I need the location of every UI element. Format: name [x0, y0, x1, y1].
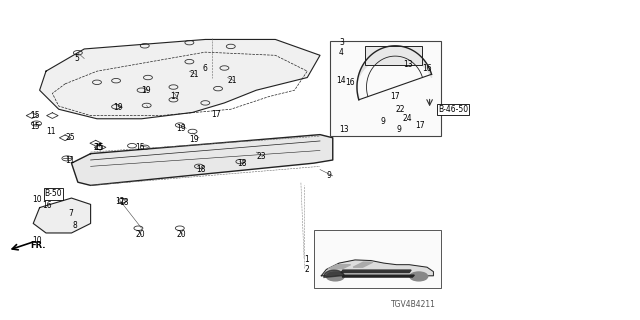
Text: 23: 23	[256, 152, 266, 161]
Polygon shape	[324, 270, 344, 277]
Text: 9: 9	[381, 117, 385, 126]
Text: 19: 19	[189, 135, 199, 144]
Text: 19: 19	[113, 103, 122, 112]
Text: 15: 15	[94, 143, 104, 152]
Text: 25: 25	[94, 143, 104, 152]
Text: 24: 24	[403, 114, 412, 123]
Text: 4: 4	[339, 48, 344, 57]
Text: 20: 20	[177, 230, 186, 239]
Text: 2: 2	[304, 265, 309, 274]
Circle shape	[326, 272, 344, 281]
Text: 17: 17	[390, 92, 400, 101]
Text: 9: 9	[326, 172, 332, 180]
Bar	[365, 46, 422, 65]
Text: 12: 12	[115, 197, 124, 206]
Text: 16: 16	[422, 63, 431, 73]
Text: 18: 18	[196, 165, 205, 174]
Polygon shape	[321, 260, 433, 276]
Polygon shape	[72, 135, 333, 185]
Text: 6: 6	[202, 63, 207, 73]
Polygon shape	[342, 275, 414, 277]
Polygon shape	[33, 198, 91, 233]
Circle shape	[410, 272, 428, 281]
Polygon shape	[357, 46, 431, 100]
Text: 3: 3	[339, 38, 344, 47]
Text: 17: 17	[170, 92, 180, 101]
Text: 19: 19	[141, 86, 151, 95]
Text: 17: 17	[415, 121, 425, 130]
Text: 20: 20	[135, 230, 145, 239]
Text: 5: 5	[75, 54, 79, 63]
Text: 15: 15	[30, 111, 40, 120]
Text: 10: 10	[32, 236, 42, 245]
Text: 15: 15	[135, 143, 145, 152]
Text: 11: 11	[46, 127, 56, 136]
Text: 22: 22	[395, 105, 404, 114]
Text: 13: 13	[339, 125, 349, 134]
Text: 21: 21	[228, 76, 237, 85]
Text: 18: 18	[237, 159, 246, 168]
Text: 9: 9	[396, 125, 401, 134]
Bar	[330, 41, 441, 136]
Text: 17: 17	[212, 109, 221, 118]
Polygon shape	[341, 270, 411, 273]
Text: B-46-50: B-46-50	[438, 105, 468, 114]
Text: 14: 14	[336, 76, 346, 85]
Text: 1: 1	[304, 255, 309, 264]
Text: FR.: FR.	[30, 241, 45, 250]
Text: 16: 16	[346, 78, 355, 87]
Polygon shape	[40, 39, 320, 119]
Text: 21: 21	[189, 70, 199, 79]
Text: 19: 19	[177, 124, 186, 133]
Text: 18: 18	[119, 198, 129, 207]
Polygon shape	[328, 265, 351, 269]
Text: B-50: B-50	[45, 189, 62, 198]
Text: 16: 16	[42, 202, 52, 211]
Bar	[314, 230, 441, 288]
Text: 10: 10	[32, 195, 42, 204]
Text: 13: 13	[403, 60, 412, 69]
Text: 25: 25	[65, 133, 75, 142]
Polygon shape	[353, 262, 373, 267]
Text: 7: 7	[68, 209, 73, 219]
Text: 15: 15	[30, 122, 40, 131]
Text: TGV4B4211: TGV4B4211	[392, 300, 436, 309]
Text: 8: 8	[73, 220, 77, 229]
Text: 11: 11	[65, 156, 75, 164]
